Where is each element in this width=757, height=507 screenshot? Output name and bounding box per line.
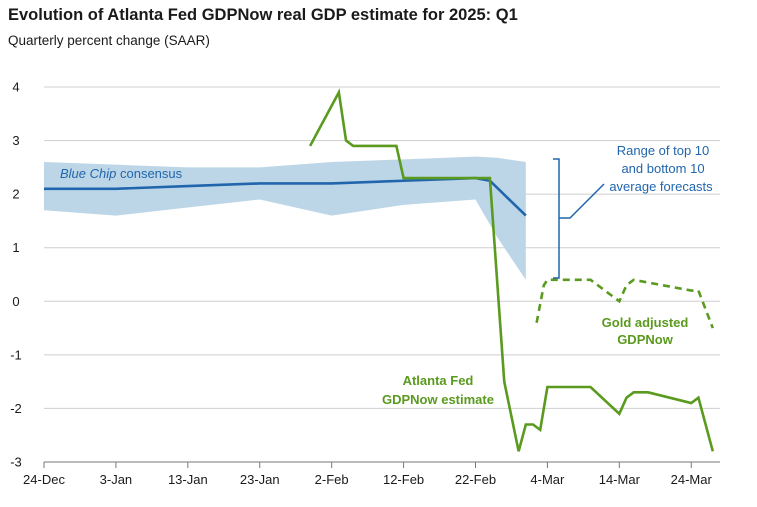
gdpnow-label-line-1: Atlanta Fed	[403, 373, 474, 388]
annotation-layer: Blue Chip consensus Range of top 10 and …	[60, 143, 713, 407]
gold-adjusted-gdpnow-line	[535, 278, 715, 329]
range-label-line-3: average forecasts	[609, 179, 713, 194]
x-tick-label: 13-Jan	[168, 472, 208, 487]
range-bracket	[553, 158, 605, 279]
y-tick-label: -2	[10, 401, 22, 416]
x-tick-label: 22-Feb	[455, 472, 496, 487]
blue-chip-label: Blue Chip consensus	[60, 166, 183, 181]
x-tick-label: 14-Mar	[599, 472, 641, 487]
series-layer	[44, 88, 715, 452]
gdpnow-label-line-2: GDPNow estimate	[382, 392, 494, 407]
y-tick-label: -3	[10, 455, 22, 470]
x-tick-label: 12-Feb	[383, 472, 424, 487]
range-label-line-1: Range of top 10	[617, 143, 710, 158]
x-tick-label: 4-Mar	[530, 472, 565, 487]
y-tick-label: -1	[10, 347, 22, 362]
gold-label-line-2: GDPNow	[617, 332, 674, 347]
blue-chip-label-italic: Blue Chip	[60, 166, 116, 181]
range-label-line-2: and bottom 10	[621, 161, 704, 176]
y-tick-label: 3	[12, 133, 19, 148]
x-tick-label: 24-Mar	[671, 472, 713, 487]
chart-title: Evolution of Atlanta Fed GDPNow real GDP…	[8, 6, 518, 24]
y-tick-label: 1	[12, 240, 19, 255]
grid-layer	[44, 86, 720, 409]
chart-subtitle: Quarterly percent change (SAAR)	[8, 33, 210, 48]
x-tick-label: 24-Dec	[23, 472, 65, 487]
gold-label-line-1: Gold adjusted	[602, 315, 689, 330]
y-tick-label: 0	[12, 294, 19, 309]
axis-layer: 4 3 2 1 0 -1 -2 -324-Dec 3-Jan 13-Jan 23-Jan 2-Feb 1…	[10, 80, 720, 487]
y-tick-label: 4	[12, 80, 19, 95]
x-tick-label: 3-Jan	[100, 472, 133, 487]
y-tick-label: 2	[12, 187, 19, 202]
blue-chip-label-rest: consensus	[116, 166, 182, 181]
x-tick-label: 2-Feb	[315, 472, 349, 487]
blue-chip-consensus-line	[44, 176, 527, 217]
x-tick-label: 23-Jan	[240, 472, 280, 487]
gdpnow-estimate-line	[308, 88, 715, 452]
